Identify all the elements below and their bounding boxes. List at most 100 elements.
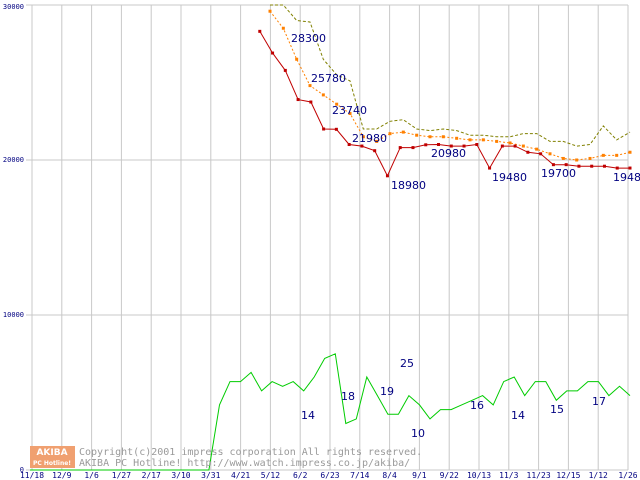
data-labels: 28300 25780 23740 21980 18980 20980 19480 19700…: [291, 32, 640, 440]
series-average-point: [468, 138, 472, 142]
series-average-point: [268, 9, 272, 13]
series-lowest-point: [385, 174, 389, 178]
grid-lines: [26, 4, 629, 471]
series-lowest-point: [590, 164, 594, 168]
series-average-point: [308, 84, 312, 88]
logo-top-text: AKIBA: [36, 448, 67, 458]
data-label-shop-count: 19: [380, 385, 394, 398]
data-label-lowest: 25780: [311, 72, 346, 85]
series-lowest-point: [309, 100, 313, 104]
data-label-lowest: 19480: [492, 171, 527, 184]
series-average-line: [269, 10, 631, 161]
series-lowest-point: [271, 51, 275, 55]
data-label-shop-count: 15: [550, 403, 564, 416]
x-tick-20: 1/26: [618, 471, 637, 480]
series-average-point: [428, 135, 432, 139]
series-average-point: [535, 147, 539, 151]
data-label-shop-count: 10: [411, 427, 425, 440]
series-average-point: [441, 135, 445, 139]
series-average-point: [481, 138, 485, 142]
y-tick-labels: 0 10000 20000 30000: [3, 3, 24, 474]
x-tick-1: 12/9: [52, 471, 71, 480]
x-tick-12: 8/4: [382, 471, 397, 480]
series-average-point: [401, 130, 405, 134]
series-average-point: [335, 102, 339, 106]
series-average-point: [561, 156, 565, 160]
data-label-shop-count: 18: [341, 390, 355, 403]
x-tick-10: 6/23: [320, 471, 339, 480]
data-label-shop-count: 14: [511, 409, 525, 422]
series-average-point: [415, 133, 419, 137]
series-average-point: [495, 139, 499, 143]
x-tick-14: 9/22: [440, 471, 459, 480]
series-average-point: [588, 156, 592, 160]
x-tick-19: 1/12: [589, 471, 608, 480]
watermark: AKIBA PC Hotline! Copyright(c)2001 impre…: [30, 446, 422, 469]
series-lowest-point: [424, 143, 428, 147]
x-tick-3: 1/27: [112, 471, 131, 480]
x-tick-8: 5/12: [261, 471, 280, 480]
series-lowest-point: [360, 144, 364, 148]
series-upper-line: [270, 4, 631, 147]
series-lowest-point: [334, 127, 338, 131]
series-average-point: [575, 158, 579, 162]
data-label-lowest: 18980: [391, 179, 426, 192]
y-tick-20000: 20000: [3, 156, 24, 164]
series-lowest-point: [577, 164, 581, 168]
series-lowest-point: [488, 166, 492, 170]
series-lowest-point: [373, 149, 377, 153]
series-lowest-point: [398, 146, 402, 150]
x-tick-labels: 11/18 12/9 1/6 1/27 2/17 3/10 3/31 4/21 5/12 6/2 6…: [20, 471, 638, 480]
series-average-point: [521, 144, 525, 148]
series-lowest-point: [347, 143, 351, 146]
site-url-text: AKIBA PC Hotline! http://www.watch.impre…: [79, 458, 410, 469]
x-tick-11: 7/14: [350, 471, 369, 480]
x-tick-13: 9/1: [412, 471, 427, 480]
x-tick-15: 10/13: [467, 471, 491, 480]
data-label-shop-count: 16: [470, 399, 484, 412]
series-lowest-point: [513, 144, 517, 148]
series-average-point: [601, 153, 605, 157]
series-lowest-point: [296, 98, 300, 102]
series-average-point: [548, 152, 552, 156]
series-lowest-point: [258, 29, 262, 33]
data-label-lowest: 19700: [541, 167, 576, 180]
data-label-shop-count: 14: [301, 409, 315, 422]
series-lowest-point: [539, 152, 543, 156]
series-lowest-point: [551, 163, 555, 167]
series-shop-count-line: [30, 353, 631, 471]
x-tick-5: 3/10: [171, 471, 190, 480]
series-average-point: [628, 150, 632, 154]
data-label-lowest: 28300: [291, 32, 326, 45]
series-average-point: [615, 153, 619, 157]
akiba-logo: [30, 446, 75, 468]
series-average-point: [361, 135, 365, 139]
series-average-point: [375, 139, 379, 143]
series-layer: [30, 4, 632, 471]
x-tick-4: 2/17: [142, 471, 161, 480]
y-tick-0: 0: [20, 466, 24, 474]
data-label-shop-count: 25: [400, 357, 414, 370]
x-tick-6: 3/31: [201, 471, 220, 480]
series-average-point: [455, 136, 459, 140]
x-tick-16: 11/3: [499, 471, 518, 480]
data-label-lowest: 19480: [613, 171, 640, 184]
x-tick-18: 12/15: [556, 471, 580, 480]
series-average-point: [508, 141, 512, 145]
y-tick-10000: 10000: [3, 311, 24, 319]
series-average-point: [321, 93, 325, 97]
x-tick-2: 1/6: [84, 471, 99, 480]
data-label-lowest: 23740: [332, 104, 367, 117]
data-label-lowest: 21980: [352, 132, 387, 145]
copyright-text: Copyright(c)2001 impress corporation All…: [79, 447, 422, 458]
x-tick-9: 6/2: [293, 471, 308, 480]
y-tick-30000: 30000: [3, 3, 24, 11]
series-average-point: [295, 57, 299, 61]
series-lowest-point: [602, 164, 606, 168]
series-lowest-line: [259, 31, 630, 177]
x-tick-7: 4/21: [231, 471, 250, 480]
series-lowest-point: [283, 68, 287, 72]
series-lowest-point: [615, 166, 619, 170]
series-lowest-point: [462, 144, 466, 148]
logo-bottom-text: PC Hotline!: [33, 460, 71, 467]
